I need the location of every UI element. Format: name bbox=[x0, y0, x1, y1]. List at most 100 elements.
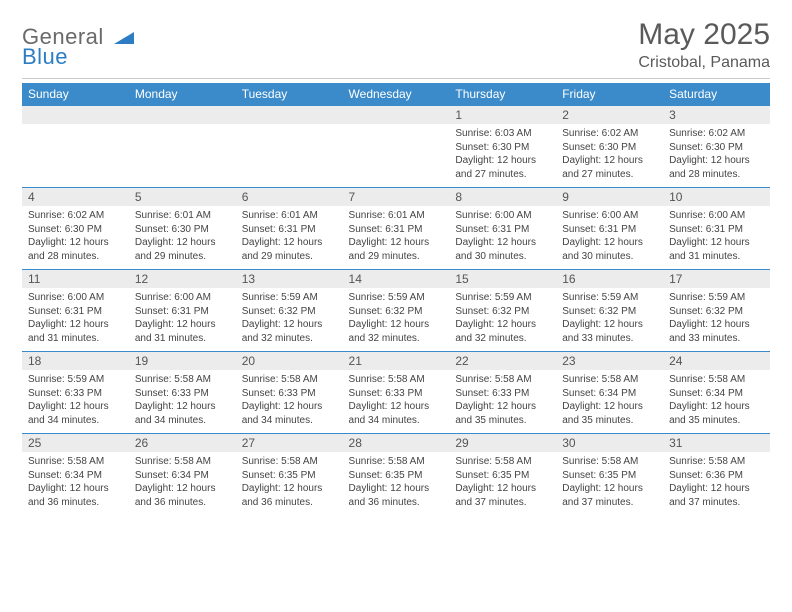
calendar-cell bbox=[129, 106, 236, 188]
calendar-cell: 26Sunrise: 5:58 AMSunset: 6:34 PMDayligh… bbox=[129, 434, 236, 516]
sunset-line: Sunset: 6:30 PM bbox=[28, 223, 123, 237]
day-details: Sunrise: 5:58 AMSunset: 6:34 PMDaylight:… bbox=[22, 452, 129, 515]
day-details bbox=[343, 124, 450, 180]
day-header: Thursday bbox=[449, 83, 556, 106]
calendar-cell: 10Sunrise: 6:00 AMSunset: 6:31 PMDayligh… bbox=[663, 188, 770, 270]
day-details: Sunrise: 6:01 AMSunset: 6:31 PMDaylight:… bbox=[343, 206, 450, 269]
calendar-cell bbox=[343, 106, 450, 188]
calendar-cell: 25Sunrise: 5:58 AMSunset: 6:34 PMDayligh… bbox=[22, 434, 129, 516]
sunset-line: Sunset: 6:34 PM bbox=[562, 387, 657, 401]
day-number bbox=[343, 106, 450, 124]
calendar-cell: 13Sunrise: 5:59 AMSunset: 6:32 PMDayligh… bbox=[236, 270, 343, 352]
sunrise-line: Sunrise: 5:59 AM bbox=[562, 291, 657, 305]
day-details: Sunrise: 5:58 AMSunset: 6:34 PMDaylight:… bbox=[663, 370, 770, 433]
day-details: Sunrise: 5:59 AMSunset: 6:32 PMDaylight:… bbox=[449, 288, 556, 351]
day-number: 27 bbox=[236, 434, 343, 452]
daylight-line: Daylight: 12 hours and 34 minutes. bbox=[135, 400, 230, 427]
sunset-line: Sunset: 6:30 PM bbox=[562, 141, 657, 155]
month-title: May 2025 bbox=[638, 18, 770, 52]
location: Cristobal, Panama bbox=[638, 54, 770, 72]
day-details: Sunrise: 5:58 AMSunset: 6:35 PMDaylight:… bbox=[556, 452, 663, 515]
sunset-line: Sunset: 6:30 PM bbox=[135, 223, 230, 237]
day-number: 23 bbox=[556, 352, 663, 370]
logo: General Blue bbox=[22, 24, 134, 70]
day-number: 14 bbox=[343, 270, 450, 288]
sunrise-line: Sunrise: 5:58 AM bbox=[669, 455, 764, 469]
calendar-cell: 21Sunrise: 5:58 AMSunset: 6:33 PMDayligh… bbox=[343, 352, 450, 434]
daylight-line: Daylight: 12 hours and 37 minutes. bbox=[562, 482, 657, 509]
day-number: 17 bbox=[663, 270, 770, 288]
sunrise-line: Sunrise: 6:01 AM bbox=[135, 209, 230, 223]
calendar-cell: 23 Sunrise: 5:58 AMSunset: 6:34 PMDayligh… bbox=[556, 352, 663, 434]
daylight-line: Daylight: 12 hours and 30 minutes. bbox=[562, 236, 657, 263]
logo-triangle-icon bbox=[114, 24, 134, 49]
sunset-line: Sunset: 6:33 PM bbox=[349, 387, 444, 401]
calendar-cell: 4Sunrise: 6:02 AMSunset: 6:30 PMDaylight… bbox=[22, 188, 129, 270]
day-number: 28 bbox=[343, 434, 450, 452]
daylight-line: Daylight: 12 hours and 34 minutes. bbox=[242, 400, 337, 427]
daylight-line: Daylight: 12 hours and 32 minutes. bbox=[242, 318, 337, 345]
sunrise-line: Sunrise: 5:58 AM bbox=[562, 373, 657, 387]
daylight-line: Daylight: 12 hours and 34 minutes. bbox=[28, 400, 123, 427]
sunset-line: Sunset: 6:32 PM bbox=[242, 305, 337, 319]
calendar-cell bbox=[22, 106, 129, 188]
day-number: 26 bbox=[129, 434, 236, 452]
day-number: 24 bbox=[663, 352, 770, 370]
daylight-line: Daylight: 12 hours and 35 minutes. bbox=[562, 400, 657, 427]
day-details: Sunrise: 6:02 AMSunset: 6:30 PMDaylight:… bbox=[22, 206, 129, 269]
sunrise-line: Sunrise: 5:58 AM bbox=[562, 455, 657, 469]
day-number: 15 bbox=[449, 270, 556, 288]
day-number: 30 bbox=[556, 434, 663, 452]
sunset-line: Sunset: 6:30 PM bbox=[669, 141, 764, 155]
day-details: Sunrise: 5:58 AMSunset: 6:33 PMDaylight:… bbox=[449, 370, 556, 433]
calendar-cell: 16Sunrise: 5:59 AMSunset: 6:32 PMDayligh… bbox=[556, 270, 663, 352]
calendar-cell bbox=[236, 106, 343, 188]
day-details: Sunrise: 6:01 AMSunset: 6:31 PMDaylight:… bbox=[236, 206, 343, 269]
day-details: Sunrise: 5:58 AMSunset: 6:33 PMDaylight:… bbox=[343, 370, 450, 433]
calendar-cell: 1Sunrise: 6:03 AMSunset: 6:30 PMDaylight… bbox=[449, 106, 556, 188]
sunrise-line: Sunrise: 5:59 AM bbox=[455, 291, 550, 305]
calendar-cell: 5Sunrise: 6:01 AMSunset: 6:30 PMDaylight… bbox=[129, 188, 236, 270]
calendar-cell: 19Sunrise: 5:58 AMSunset: 6:33 PMDayligh… bbox=[129, 352, 236, 434]
day-number bbox=[22, 106, 129, 124]
sunrise-line: Sunrise: 5:58 AM bbox=[28, 455, 123, 469]
day-number: 21 bbox=[343, 352, 450, 370]
day-details: Sunrise: 5:59 AMSunset: 6:32 PMDaylight:… bbox=[236, 288, 343, 351]
sunrise-line: Sunrise: 6:02 AM bbox=[562, 127, 657, 141]
daylight-line: Daylight: 12 hours and 33 minutes. bbox=[669, 318, 764, 345]
day-details: Sunrise: 5:58 AMSunset: 6:34 PMDaylight:… bbox=[129, 452, 236, 515]
day-number: 2 bbox=[556, 106, 663, 124]
calendar-body: 1Sunrise: 6:03 AMSunset: 6:30 PMDaylight… bbox=[22, 106, 770, 516]
day-number: 18 bbox=[22, 352, 129, 370]
calendar-week: 1Sunrise: 6:03 AMSunset: 6:30 PMDaylight… bbox=[22, 106, 770, 188]
daylight-line: Daylight: 12 hours and 35 minutes. bbox=[455, 400, 550, 427]
sunset-line: Sunset: 6:35 PM bbox=[562, 469, 657, 483]
sunrise-line: Sunrise: 5:58 AM bbox=[455, 455, 550, 469]
calendar-week: 25Sunrise: 5:58 AMSunset: 6:34 PMDayligh… bbox=[22, 434, 770, 516]
day-number: 9 bbox=[556, 188, 663, 206]
calendar-cell: 14Sunrise: 5:59 AMSunset: 6:32 PMDayligh… bbox=[343, 270, 450, 352]
day-details bbox=[129, 124, 236, 180]
sunset-line: Sunset: 6:36 PM bbox=[669, 469, 764, 483]
calendar-cell: 7Sunrise: 6:01 AMSunset: 6:31 PMDaylight… bbox=[343, 188, 450, 270]
sunset-line: Sunset: 6:33 PM bbox=[135, 387, 230, 401]
day-details: Sunrise: 5:59 AMSunset: 6:32 PMDaylight:… bbox=[663, 288, 770, 351]
day-number: 1 bbox=[449, 106, 556, 124]
day-number: 8 bbox=[449, 188, 556, 206]
daylight-line: Daylight: 12 hours and 37 minutes. bbox=[455, 482, 550, 509]
sunrise-line: Sunrise: 5:58 AM bbox=[349, 373, 444, 387]
daylight-line: Daylight: 12 hours and 27 minutes. bbox=[455, 154, 550, 181]
daylight-line: Daylight: 12 hours and 31 minutes. bbox=[28, 318, 123, 345]
sunset-line: Sunset: 6:33 PM bbox=[242, 387, 337, 401]
day-details: Sunrise: 5:58 AMSunset: 6:36 PMDaylight:… bbox=[663, 452, 770, 515]
sunset-line: Sunset: 6:32 PM bbox=[562, 305, 657, 319]
sunrise-line: Sunrise: 5:58 AM bbox=[135, 455, 230, 469]
calendar-cell: 17Sunrise: 5:59 AMSunset: 6:32 PMDayligh… bbox=[663, 270, 770, 352]
day-details: Sunrise: 6:00 AMSunset: 6:31 PMDaylight:… bbox=[449, 206, 556, 269]
daylight-line: Daylight: 12 hours and 33 minutes. bbox=[562, 318, 657, 345]
title-block: May 2025 Cristobal, Panama bbox=[638, 18, 770, 72]
day-details: Sunrise: 6:00 AMSunset: 6:31 PMDaylight:… bbox=[129, 288, 236, 351]
sunset-line: Sunset: 6:31 PM bbox=[669, 223, 764, 237]
day-details: Sunrise: 5:58 AMSunset: 6:33 PMDaylight:… bbox=[236, 370, 343, 433]
day-details: Sunrise: 5:58 AMSunset: 6:35 PMDaylight:… bbox=[236, 452, 343, 515]
